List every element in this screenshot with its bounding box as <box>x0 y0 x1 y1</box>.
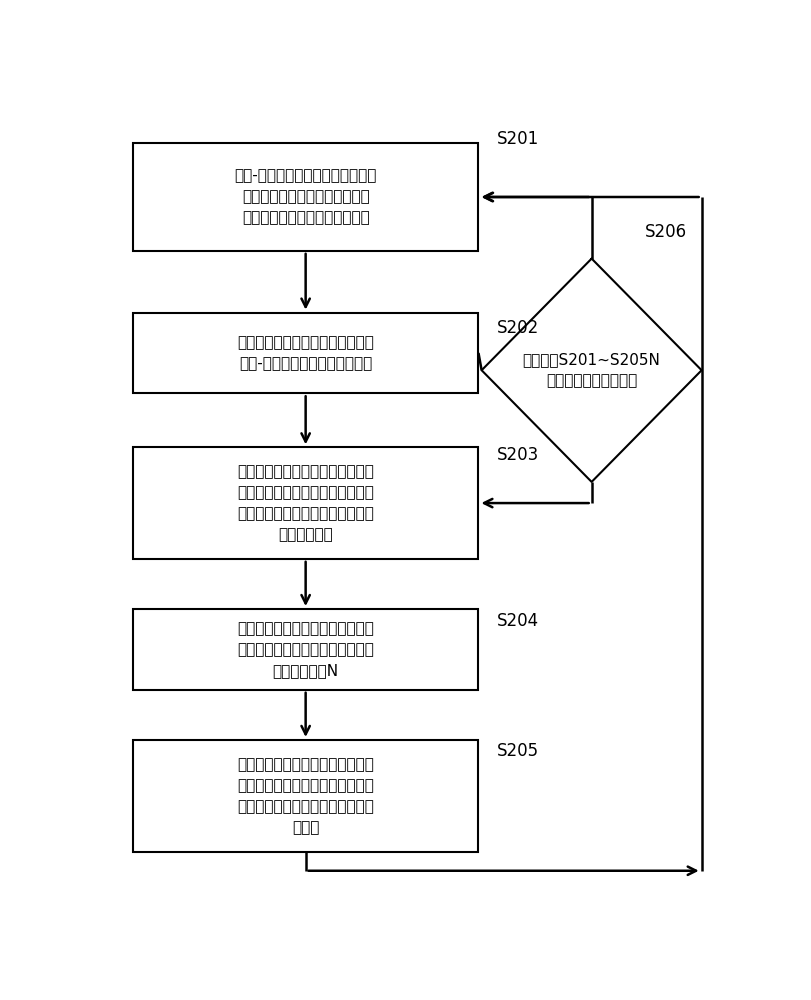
Bar <box>133 740 478 852</box>
Bar <box>133 609 478 690</box>
Text: S201: S201 <box>497 130 539 148</box>
Text: 模数转换器将控制码转换为发射低
通滤波器需要的控制信号，并应用
控制信号调节低通滤波器正负端输
出电压: 模数转换器将控制码转换为发射低 通滤波器需要的控制信号，并应用 控制信号调节低通… <box>237 757 374 835</box>
Bar <box>133 447 478 559</box>
Text: S203: S203 <box>497 446 539 464</box>
Bar <box>133 312 478 393</box>
Text: S204: S204 <box>497 611 539 630</box>
Text: 比较器对采样信号进行保持，知道
采样-保持电路再次发送采样信号: 比较器对采样信号进行保持，知道 采样-保持电路再次发送采样信号 <box>237 335 374 371</box>
Text: 数字控制码产生电路根据比较器发
送的比较结果产生控制码并记录所
述控制码位数N: 数字控制码产生电路根据比较器发 送的比较结果产生控制码并记录所 述控制码位数N <box>237 621 374 678</box>
Text: S202: S202 <box>497 319 539 337</box>
Bar <box>133 143 478 251</box>
Text: S206: S206 <box>645 223 687 241</box>
Text: S205: S205 <box>497 742 539 760</box>
Text: 重复步骤S201~S205N
次，完成一次校准过程: 重复步骤S201~S205N 次，完成一次校准过程 <box>522 352 661 388</box>
Text: 采样-保持电路对发射低通过滤器正
负输出端输出的低频信号进行采
样，并将采样信号发送到比较器: 采样-保持电路对发射低通过滤器正 负输出端输出的低频信号进行采 样，并将采样信号… <box>234 169 377 226</box>
Text: 比较器对两次接收的发射低通滤波
器正负输出端输出的低频信号进行
比较，并将比较结果发送到数字控
制码产生电路: 比较器对两次接收的发射低通滤波 器正负输出端输出的低频信号进行 比较，并将比较结… <box>237 464 374 542</box>
